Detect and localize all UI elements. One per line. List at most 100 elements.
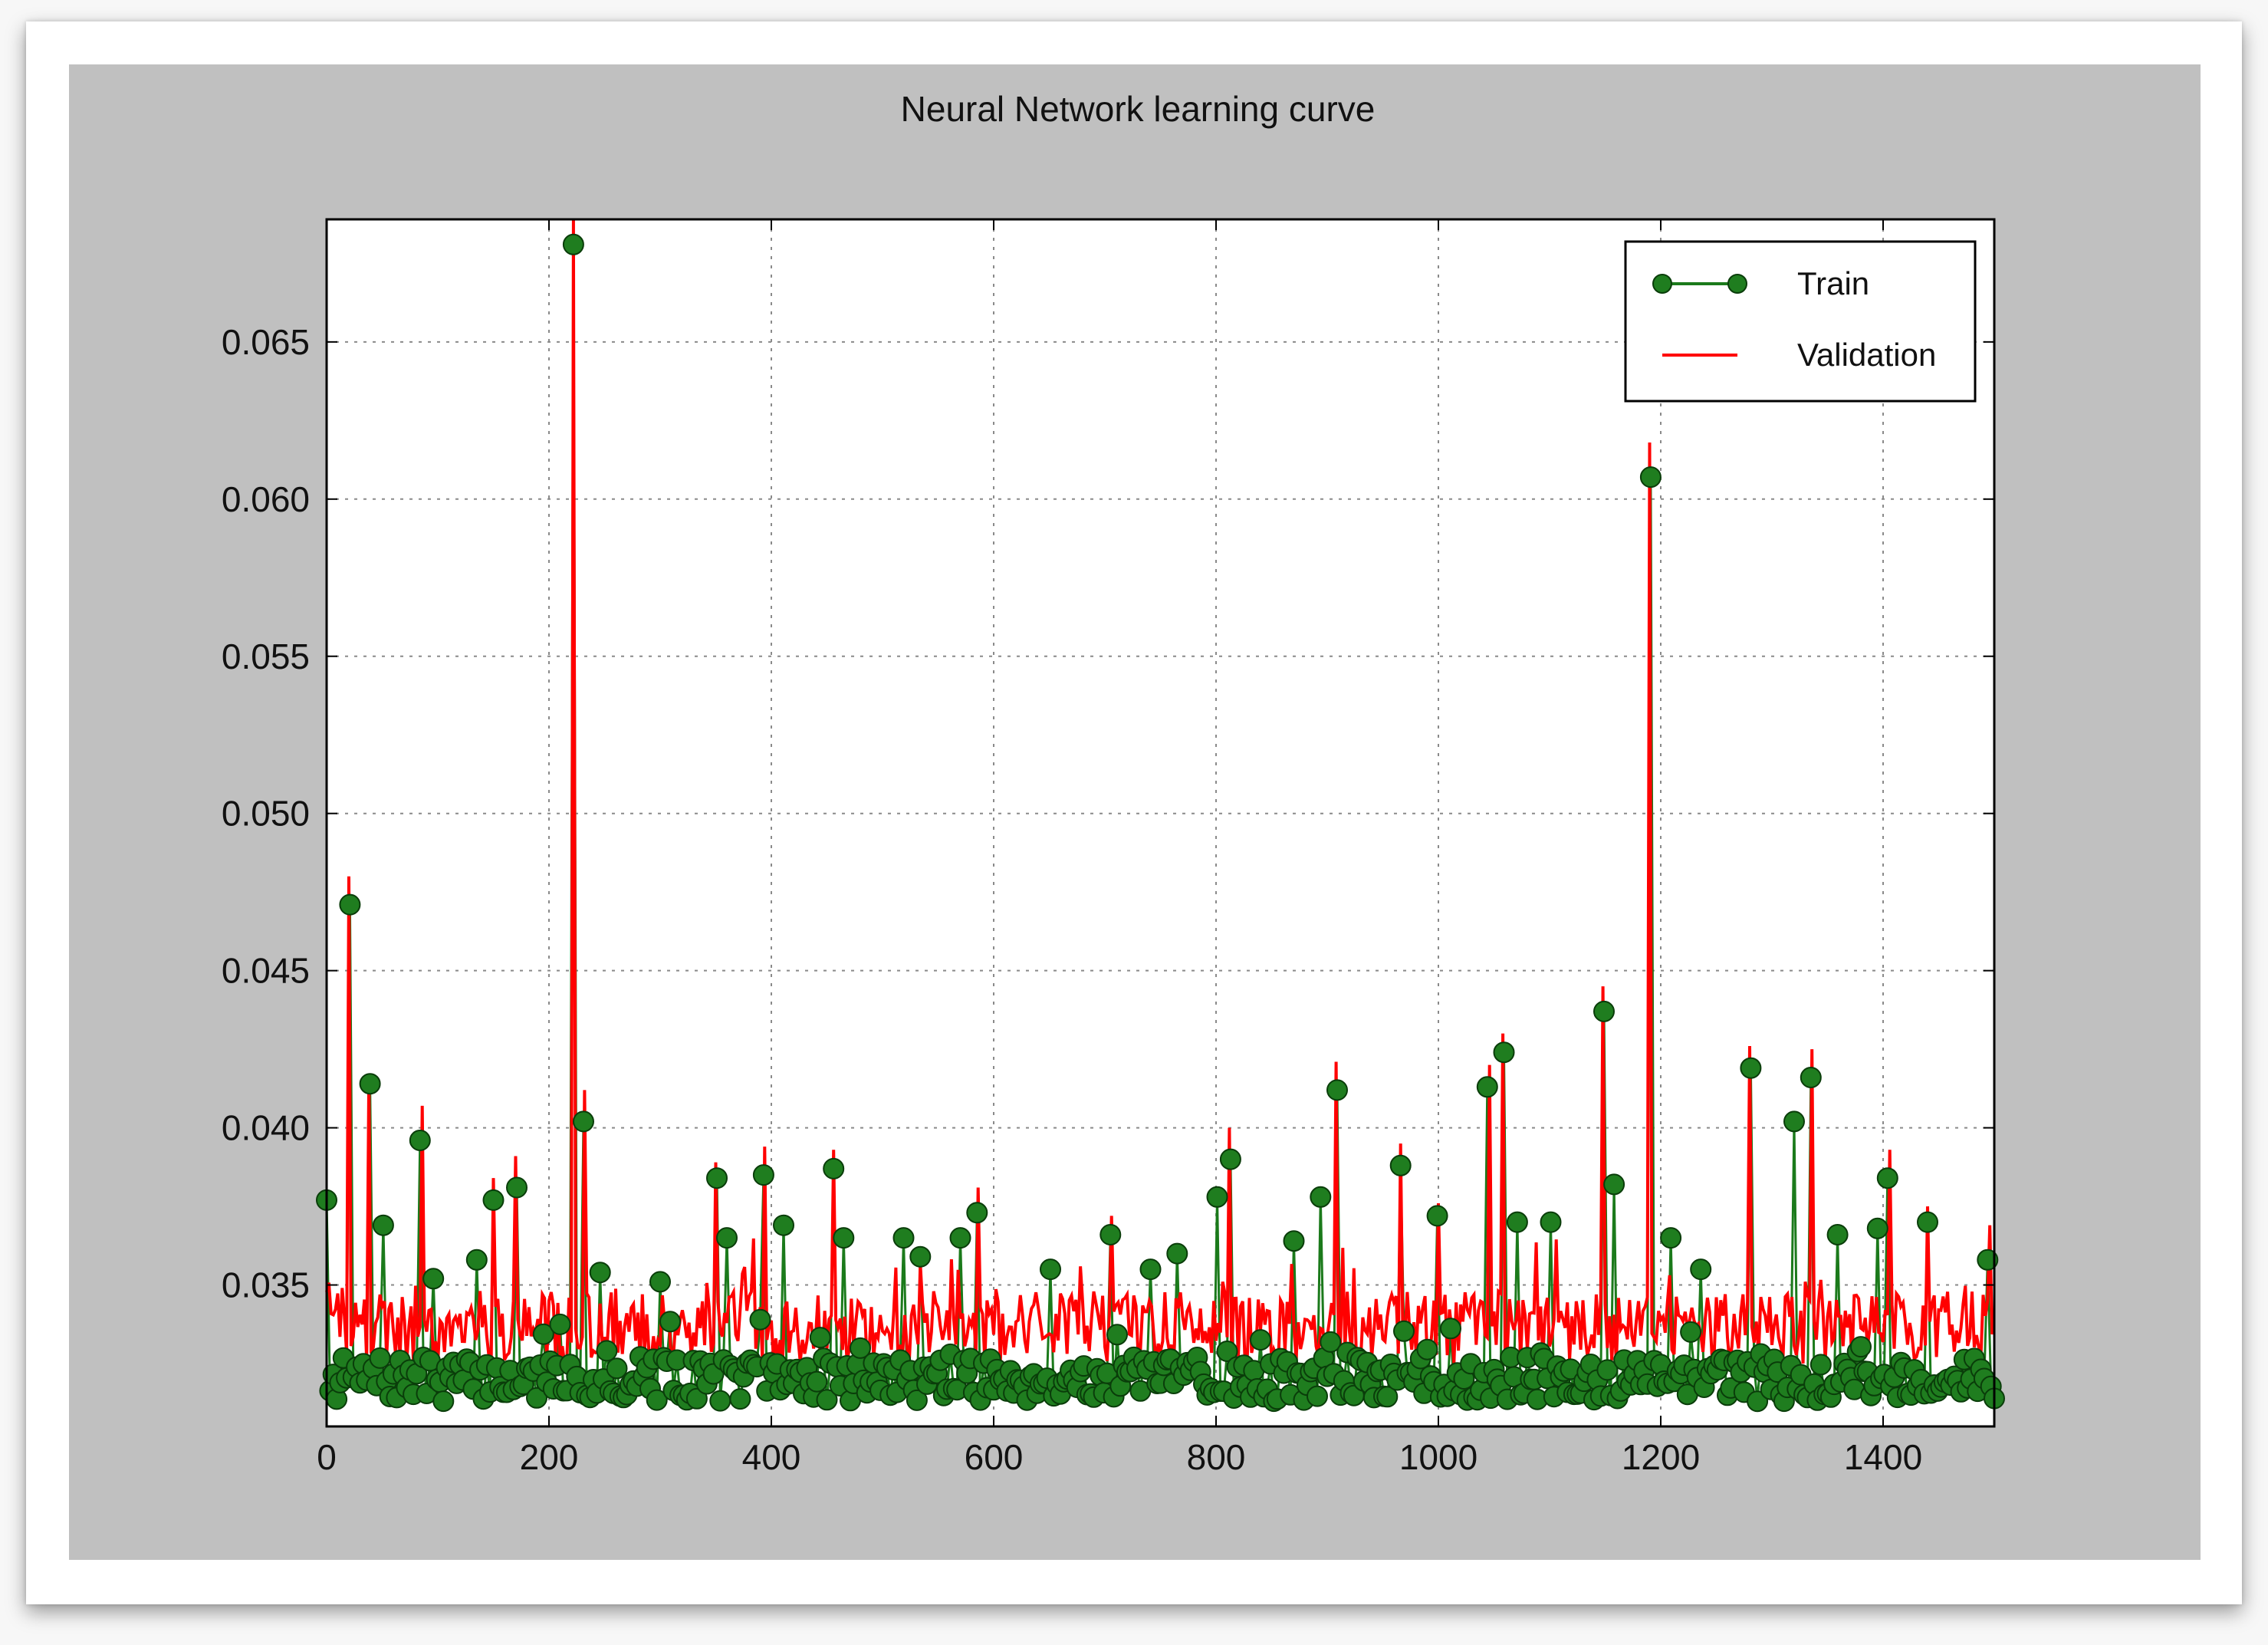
train-point: [1283, 1230, 1305, 1252]
x-tick-label: 0: [317, 1437, 337, 1477]
train-point: [1476, 1076, 1498, 1098]
y-tick-label: 0.050: [222, 794, 310, 834]
train-point: [752, 1164, 774, 1186]
train-point: [1740, 1057, 1762, 1079]
train-point: [482, 1189, 505, 1211]
x-tick-label: 1200: [1622, 1437, 1700, 1477]
train-point: [909, 1245, 932, 1268]
train-point: [706, 1167, 728, 1189]
train-point: [422, 1268, 445, 1290]
train-point: [966, 1202, 988, 1224]
train-point: [1426, 1205, 1448, 1227]
train-point: [1099, 1224, 1122, 1245]
plot-area: [327, 219, 1994, 1426]
train-point: [1307, 1385, 1328, 1407]
train-point: [1206, 1186, 1228, 1208]
train-markers: [316, 233, 2005, 1413]
train-point: [833, 1227, 855, 1249]
train-point: [1320, 1331, 1342, 1353]
screenshot-frame: Neural Network learning curve 0 200 400 600…: [26, 21, 2242, 1604]
train-point: [359, 1073, 381, 1095]
train-point: [1326, 1079, 1348, 1101]
train-point: [1800, 1067, 1822, 1088]
legend-train-marker-right: [1727, 274, 1747, 294]
train-point: [369, 1347, 391, 1369]
train-point: [1826, 1224, 1849, 1245]
train-point: [685, 1387, 708, 1410]
train-point: [1139, 1258, 1162, 1281]
train-point: [1219, 1148, 1241, 1170]
train-point: [1389, 1154, 1412, 1176]
train-point: [806, 1370, 828, 1393]
train-point: [1376, 1386, 1399, 1408]
train-point: [532, 1323, 554, 1345]
legend-validation-label: Validation: [1797, 337, 1936, 373]
train-point: [432, 1390, 455, 1413]
train-point: [823, 1157, 845, 1179]
train-point: [1876, 1167, 1898, 1189]
train-point: [1506, 1211, 1528, 1233]
train-point: [1660, 1227, 1682, 1249]
x-tick-label: 800: [1187, 1437, 1246, 1477]
train-point: [562, 233, 584, 255]
y-tick-label: 0.045: [222, 951, 310, 991]
train-point: [589, 1262, 611, 1284]
train-point: [773, 1214, 794, 1236]
train-point: [949, 1227, 971, 1249]
train-point: [1690, 1258, 1712, 1281]
train-point: [506, 1176, 528, 1199]
x-tick-label: 1400: [1844, 1437, 1922, 1477]
train-point: [659, 1311, 681, 1333]
train-point: [339, 893, 361, 916]
train-point: [1639, 466, 1662, 489]
train-point: [1850, 1336, 1872, 1358]
y-tick-label: 0.055: [222, 637, 310, 676]
train-point: [1783, 1110, 1805, 1133]
legend-train-marker-left: [1652, 274, 1672, 294]
axes: 0 200 400 600 800 1000 1200 1400 0.035 0.040 0.045…: [222, 219, 1994, 1477]
train-point: [606, 1357, 628, 1380]
train-point: [1493, 1041, 1515, 1064]
train-point: [465, 1249, 488, 1271]
train-point: [573, 1110, 594, 1133]
chart-title: Neural Network learning curve: [901, 89, 1376, 129]
train-point: [906, 1389, 928, 1411]
figure-canvas: Neural Network learning curve 0 200 400 600…: [69, 64, 2201, 1560]
train-point: [1917, 1211, 1938, 1233]
train-point: [1250, 1329, 1271, 1351]
train-point: [1747, 1390, 1769, 1413]
train-point: [716, 1227, 738, 1249]
train-point: [1603, 1173, 1625, 1196]
train-point: [809, 1327, 831, 1349]
plot-frame: [325, 218, 1996, 1428]
train-point: [1216, 1341, 1238, 1362]
train-point: [1866, 1217, 1888, 1239]
legend-train-label: Train: [1797, 265, 1869, 301]
y-tick-label: 0.060: [222, 479, 310, 519]
x-tick-label: 600: [965, 1437, 1024, 1477]
train-point: [850, 1337, 871, 1359]
train-point: [1540, 1211, 1562, 1233]
train-point: [1440, 1318, 1461, 1340]
train-point: [549, 1313, 571, 1335]
train-point: [816, 1389, 838, 1411]
train-point: [372, 1214, 394, 1236]
y-tick-label: 0.035: [222, 1265, 310, 1305]
legend: Train Validation: [1624, 240, 1977, 403]
train-point: [1809, 1354, 1832, 1376]
train-point: [1166, 1242, 1188, 1265]
train-point: [1680, 1321, 1702, 1343]
train-point: [646, 1389, 668, 1411]
learning-curve-chart: Neural Network learning curve 0 200 400 600…: [222, 89, 2005, 1477]
train-point: [596, 1340, 618, 1362]
y-tick-label: 0.040: [222, 1108, 310, 1148]
y-tick-label: 0.065: [222, 322, 310, 362]
train-point: [1040, 1258, 1061, 1281]
train-point: [409, 1130, 431, 1151]
train-point: [1977, 1249, 1999, 1271]
train-point: [892, 1227, 915, 1249]
x-tick-label: 200: [520, 1437, 579, 1477]
legend-box: [1624, 240, 1977, 403]
train-point: [1106, 1324, 1128, 1346]
train-point: [749, 1308, 771, 1331]
